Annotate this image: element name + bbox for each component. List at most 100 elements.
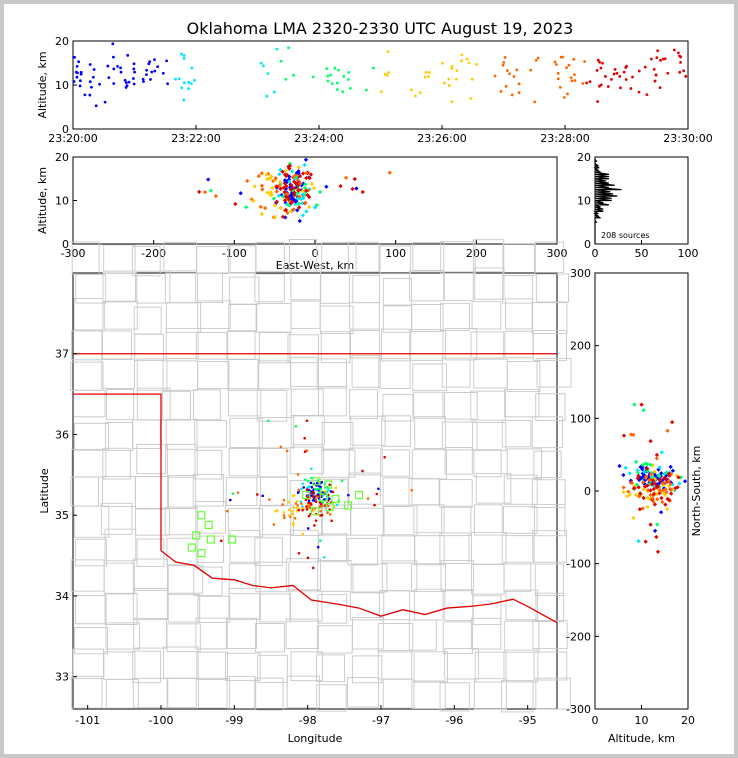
altitude-ns-point <box>642 469 647 475</box>
county-boundary <box>352 563 388 593</box>
county-boundary <box>441 421 478 451</box>
ew-altitude-point <box>280 194 286 199</box>
plan-view-point <box>328 483 331 487</box>
county-boundary <box>470 390 507 421</box>
ew-altitude-point <box>259 183 265 188</box>
county-boundary <box>193 389 221 421</box>
time-height-point <box>556 77 560 81</box>
time-height-point <box>679 61 682 64</box>
plan-view-ytick-label: 36 <box>55 428 69 441</box>
county-boundary <box>444 648 479 680</box>
ew-altitude-point <box>301 195 306 201</box>
plan-view-point <box>283 516 286 520</box>
time-height-point <box>182 54 186 57</box>
altitude-ns-ytick-label: 300 <box>570 267 591 280</box>
county-boundary <box>134 476 170 509</box>
county-boundary <box>290 388 324 416</box>
county-boundary <box>409 270 445 302</box>
county-boundary <box>71 330 103 361</box>
plan-view-point <box>310 503 313 506</box>
time-height-point <box>567 63 571 67</box>
time-height-point <box>559 55 563 59</box>
plan-view-point <box>306 479 310 483</box>
county-boundary <box>531 479 566 508</box>
ew-altitude-point <box>278 205 283 211</box>
time-height-axes-frame <box>72 40 689 130</box>
ew-altitude-point <box>296 201 301 206</box>
time-height-point <box>133 70 136 74</box>
time-height-point <box>450 64 454 68</box>
time-height-point <box>132 62 136 66</box>
plan-view-point <box>274 509 277 513</box>
altitude-ns-group: 0 10 20 -300 -200 -100 0 100 200 300 Altitude, km N… <box>566 267 703 745</box>
plan-view-point <box>320 504 324 508</box>
plan-view-ytick-label: 35 <box>55 509 69 522</box>
ew-altitude-point <box>338 183 343 189</box>
altitude-ns-point <box>645 483 650 488</box>
plan-view-point <box>316 495 319 499</box>
altitude-ns-point <box>654 456 659 461</box>
plan-view-point <box>322 555 326 559</box>
time-height-point <box>142 80 145 83</box>
county-boundary <box>227 508 263 538</box>
lma-station-marker <box>187 543 196 552</box>
ew-altitude-point <box>278 186 283 192</box>
altitude-ns-point <box>656 473 661 478</box>
county-boundary <box>164 272 199 304</box>
county-boundary <box>411 680 446 709</box>
time-height-point <box>145 68 149 72</box>
plan-view-point <box>320 480 324 484</box>
plan-view-point <box>297 508 301 512</box>
time-height-point <box>275 47 279 51</box>
county-boundary <box>194 449 223 480</box>
ew-altitude-point <box>274 199 279 204</box>
plan-view-point <box>292 506 296 509</box>
plan-view-point <box>410 488 414 492</box>
time-height-point <box>106 64 110 68</box>
altitude-ns-point <box>641 408 646 413</box>
time-height-point <box>77 60 81 64</box>
altitude-ns-point <box>645 504 650 509</box>
ew-altitude-point <box>265 176 270 182</box>
altitude-ns-ytick-label: 100 <box>570 412 591 425</box>
altitude-histogram-ytick-label: 20 <box>577 151 591 164</box>
time-height-point <box>637 90 641 94</box>
county-boundary <box>132 245 161 277</box>
time-height-ytick-label: 10 <box>55 79 69 92</box>
ew-altitude-point <box>285 210 290 215</box>
time-height-point <box>573 79 577 82</box>
county-boundary <box>254 537 283 567</box>
altitude-histogram-line <box>593 158 622 244</box>
altitude-ns-point <box>636 473 641 478</box>
county-boundary <box>501 419 532 448</box>
ew-altitude-point <box>283 207 289 213</box>
county-boundary <box>163 241 198 272</box>
county-boundary <box>505 649 539 683</box>
time-height-point <box>637 69 641 73</box>
time-height-point <box>333 66 337 70</box>
lma-station-marker <box>302 490 311 500</box>
county-boundary <box>475 473 512 504</box>
time-height-point <box>427 71 431 74</box>
county-boundary <box>413 588 444 621</box>
ew-altitude-point <box>288 209 294 214</box>
altitude-ns-point <box>627 492 633 497</box>
county-boundary <box>504 388 540 418</box>
county-boundary <box>193 566 223 597</box>
plan-view-point <box>316 545 320 549</box>
time-height-point <box>112 82 116 85</box>
plan-view-point <box>311 490 315 494</box>
time-height-point <box>326 79 330 83</box>
time-height-point <box>643 65 647 69</box>
county-boundary <box>316 358 347 389</box>
county-boundary <box>348 447 383 476</box>
county-boundary <box>103 562 136 595</box>
altitude-ns-point <box>676 475 681 480</box>
plan-view-xtick-label: -98 <box>299 714 317 727</box>
county-boundary <box>444 392 478 420</box>
county-boundary <box>136 443 167 475</box>
time-height-point <box>469 97 473 100</box>
time-height-point <box>119 70 123 74</box>
plan-view-point <box>304 498 308 502</box>
